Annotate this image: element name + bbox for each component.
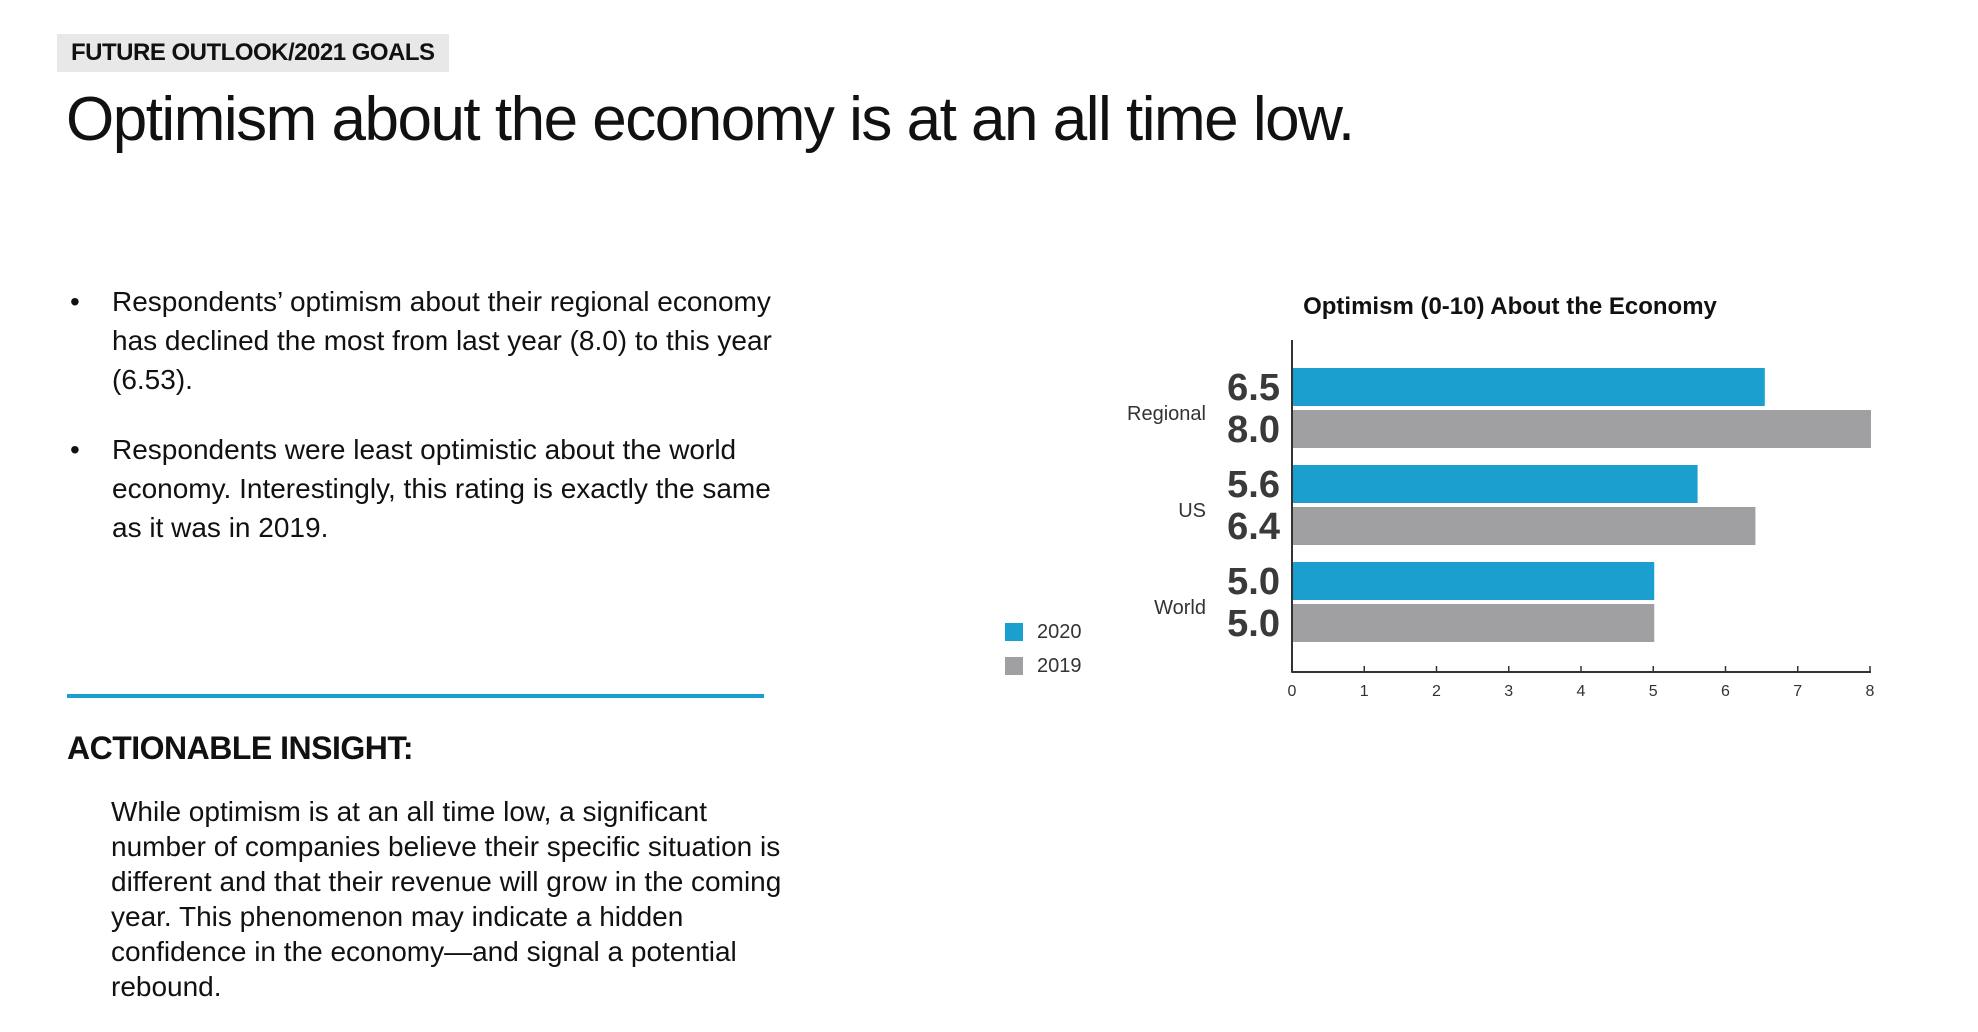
bullet-text: Respondents’ optimism about their region… bbox=[112, 286, 772, 395]
data-label: 6.5 bbox=[1227, 367, 1280, 409]
legend-label-2019: 2019 bbox=[1037, 654, 1082, 677]
x-tick-label: 5 bbox=[1649, 683, 1658, 700]
insight-heading: ACTIONABLE INSIGHT: bbox=[67, 730, 414, 766]
section-tag: FUTURE OUTLOOK/2021 GOALS bbox=[57, 34, 449, 72]
page-title: Optimism about the economy is at an all … bbox=[66, 85, 1355, 154]
x-tick-label: 7 bbox=[1793, 683, 1802, 700]
data-label: 6.4 bbox=[1227, 506, 1280, 548]
bullet-list: • Respondents’ optimism about their regi… bbox=[66, 282, 786, 578]
bullet-item: • Respondents were least optimistic abou… bbox=[66, 430, 786, 547]
x-tick-label: 1 bbox=[1360, 683, 1369, 700]
legend-item-2019: 2019 bbox=[1005, 649, 1082, 683]
legend-item-2020: 2020 bbox=[1005, 615, 1082, 649]
bar-2020-us bbox=[1293, 465, 1698, 503]
chart-title: Optimism (0-10) About the Economy bbox=[1303, 293, 1717, 320]
bar-2020-world bbox=[1293, 562, 1655, 600]
x-tick-label: 2 bbox=[1432, 683, 1441, 700]
x-tick-label: 3 bbox=[1504, 683, 1513, 700]
x-tick-label: 6 bbox=[1721, 683, 1730, 700]
legend-swatch-2019 bbox=[1005, 657, 1023, 675]
legend-label-2020: 2020 bbox=[1037, 620, 1082, 643]
x-tick-label: 0 bbox=[1288, 683, 1297, 700]
legend-swatch-2020 bbox=[1005, 623, 1023, 641]
category-label: Regional bbox=[1127, 403, 1206, 425]
bullet-item: • Respondents’ optimism about their regi… bbox=[66, 282, 786, 399]
data-label: 5.0 bbox=[1227, 561, 1280, 603]
data-label: 5.0 bbox=[1227, 603, 1280, 645]
bullet-dot: • bbox=[70, 286, 80, 317]
insight-body: While optimism is at an all time low, a … bbox=[111, 796, 782, 1002]
section-tag-label: FUTURE OUTLOOK/2021 GOALS bbox=[71, 39, 435, 66]
category-label: US bbox=[1178, 500, 1206, 522]
data-label: 8.0 bbox=[1227, 409, 1280, 451]
bullet-dot: • bbox=[70, 434, 80, 465]
chart-legend: 2020 2019 bbox=[1005, 615, 1082, 683]
bar-chart: Optimism (0-10) About the Economy Regiona… bbox=[1127, 293, 1875, 700]
section-divider bbox=[67, 694, 764, 698]
bullet-text: Respondents were least optimistic about … bbox=[112, 434, 771, 543]
category-label: World bbox=[1154, 597, 1206, 619]
data-label: 5.6 bbox=[1227, 464, 1280, 506]
bar-2020-regional bbox=[1293, 368, 1765, 406]
x-tick-label: 4 bbox=[1577, 683, 1586, 700]
bar-2019-world bbox=[1293, 604, 1655, 642]
x-tick-label: 8 bbox=[1866, 683, 1875, 700]
bar-2019-us bbox=[1293, 507, 1756, 545]
bar-2019-regional bbox=[1293, 410, 1871, 448]
